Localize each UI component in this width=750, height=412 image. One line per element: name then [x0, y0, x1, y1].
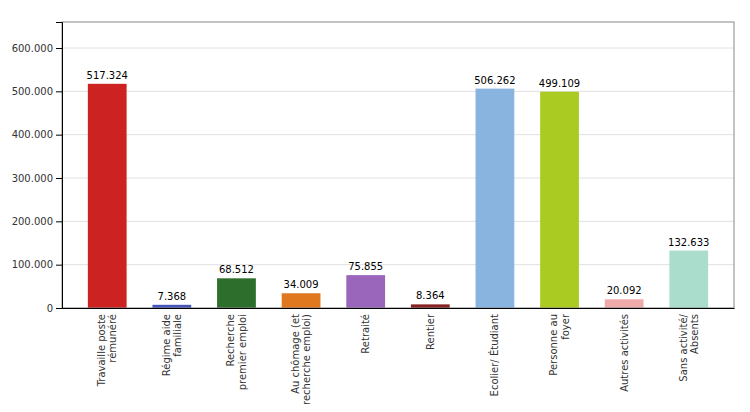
grid-line [62, 48, 734, 49]
grid-line [62, 134, 734, 135]
x-tick-label: Personne aufoyer [548, 313, 571, 376]
y-tick-label: 200.000 [12, 216, 53, 227]
data-label: 20.092 [607, 285, 642, 296]
bar [346, 275, 385, 308]
y-tick-mark [56, 48, 62, 49]
y-tick-label: 300.000 [12, 173, 53, 184]
bar [540, 92, 579, 308]
y-tick-label: 600.000 [12, 43, 53, 54]
y-tick-mark [56, 178, 62, 179]
data-label: 75.855 [348, 261, 383, 272]
bar [605, 299, 644, 308]
grid-line [62, 178, 734, 179]
bar [476, 89, 515, 308]
y-tick: 500.000 [12, 86, 62, 97]
data-label: 517.324 [87, 70, 128, 81]
x-tick: Recherchepremier emploi [225, 308, 248, 390]
data-label: 7.368 [158, 291, 187, 302]
x-tick-label: Ecolier/ Étudiant [488, 314, 500, 396]
y-tick: 300.000 [12, 173, 62, 184]
x-tick: Au chômage (etrecherche emploi) [290, 308, 313, 405]
x-tick: Sans activité/Absents [678, 308, 701, 382]
x-tick-label: Régime aidefamiliale [161, 314, 184, 376]
x-tick-label: Travaille posterémunéré [96, 314, 119, 387]
bars [88, 84, 708, 308]
data-label: 132.633 [668, 237, 709, 248]
grid [62, 48, 734, 308]
data-label: 499.109 [539, 78, 580, 89]
x-tick: Ecolier/ Étudiant [488, 308, 500, 396]
x-axis: Travaille posterémunéré Régime aidefamili… [63, 308, 735, 405]
bar [88, 84, 127, 308]
y-tick-mark [56, 91, 62, 92]
bar [282, 293, 321, 308]
x-tick-label: Sans activité/Absents [678, 313, 701, 381]
x-tick: Travaille posterémunéré [96, 308, 119, 387]
x-tick: Retraité [360, 308, 371, 354]
grid-line [62, 91, 734, 92]
x-tick-label: Retraité [360, 314, 371, 354]
y-tick-label: 0 [47, 303, 53, 314]
x-tick: Régime aidefamiliale [161, 308, 184, 376]
plot: 0 100.000 200.000 300.000 400.000 500.000 600.… [12, 22, 735, 405]
plot-frame [62, 22, 734, 308]
data-label: 8.364 [416, 290, 445, 301]
x-tick: Personne aufoyer [548, 308, 571, 376]
y-tick-mark [56, 221, 62, 222]
y-tick: 400.000 [12, 129, 62, 140]
x-tick: Rentier [425, 308, 436, 350]
data-labels: 517.324 7.368 68.512 34.009 75.855 8.364 506.2… [87, 70, 710, 302]
y-tick-label: 500.000 [12, 86, 53, 97]
bar [669, 251, 708, 308]
y-tick: 0 [47, 303, 62, 314]
chart: 0 100.000 200.000 300.000 400.000 500.000 600.… [0, 0, 750, 412]
y-tick-label: 400.000 [12, 129, 53, 140]
y-tick-mark [56, 135, 62, 136]
y-tick: 200.000 [12, 216, 62, 227]
y-axis: 0 100.000 200.000 300.000 400.000 500.000 600.… [12, 23, 63, 314]
data-label: 506.262 [474, 75, 515, 86]
x-tick: Autres activités [619, 308, 630, 392]
y-axis-line [56, 23, 63, 309]
bar [217, 278, 256, 308]
y-tick: 100.000 [12, 259, 62, 270]
x-tick-label: Au chômage (etrecherche emploi) [290, 314, 313, 405]
y-tick-label: 100.000 [12, 259, 53, 270]
grid-line [62, 264, 734, 265]
x-axis-line [63, 308, 735, 309]
y-tick-mark [56, 265, 62, 266]
x-tick-label: Rentier [425, 313, 436, 350]
y-tick: 600.000 [12, 43, 62, 54]
data-label: 34.009 [284, 279, 319, 290]
x-tick-label: Recherchepremier emploi [225, 314, 248, 390]
x-tick-label: Autres activités [619, 314, 630, 392]
data-label: 68.512 [219, 264, 254, 275]
bar [411, 304, 450, 308]
y-tick-mark [56, 308, 62, 309]
grid-line [62, 221, 734, 222]
